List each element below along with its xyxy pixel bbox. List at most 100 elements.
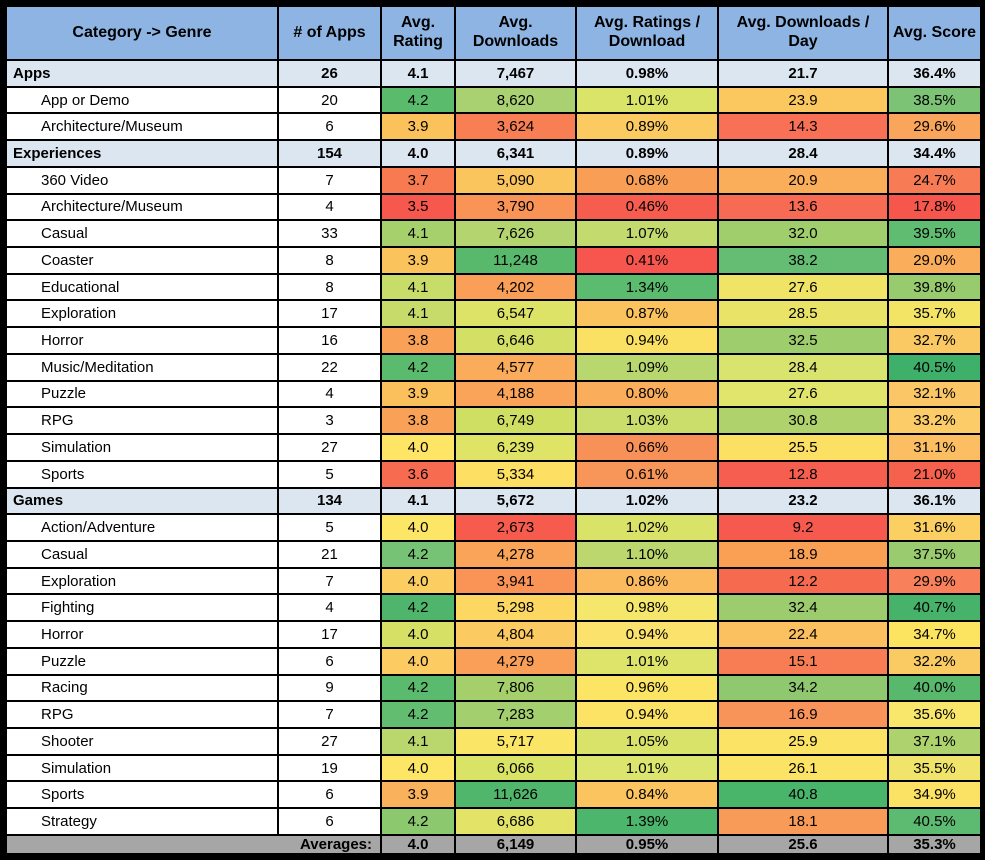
genre-name-cell: Horror [5,620,279,649]
genre-name-cell: Architecture/Museum [5,192,279,222]
ratio-cell: 0.98% [575,59,719,88]
ratio-cell: 0.61% [575,459,719,489]
score-cell: 40.7% [887,593,982,623]
perday-cell: 27.6 [717,272,889,302]
apps-cell: 6 [277,780,382,810]
downloads-cell: 11,626 [454,780,577,810]
perday-cell: 32.4 [717,593,889,623]
apps-cell: 26 [277,59,382,88]
genre-name-cell: Puzzle [5,379,279,409]
rating-cell: 4.2 [380,700,456,729]
downloads-cell: 7,467 [454,59,577,88]
apps-cell: 8 [277,246,382,275]
category-section-row: Games 134 4.1 5,672 1.02% 23.2 36.1% [5,486,982,516]
ratio-cell: 0.87% [575,299,719,329]
ratio-cell: 1.07% [575,219,719,249]
perday-cell: 18.9 [717,539,889,569]
score-cell: 34.9% [887,780,982,810]
ratio-cell: 1.01% [575,85,719,115]
ratio-cell: 0.41% [575,246,719,275]
perday-cell: 30.8 [717,406,889,436]
genre-row: 360 Video 7 3.7 5,090 0.68% 20.9 24.7% [5,165,982,195]
ratio-cell: 1.01% [575,646,719,676]
genre-name-cell: Sports [5,780,279,810]
perday-cell: 27.6 [717,379,889,409]
score-cell: 36.1% [887,486,982,516]
category-section-row: Experiences 154 4.0 6,341 0.89% 28.4 34.4% [5,139,982,168]
ratio-cell: 0.96% [575,673,719,703]
apps-cell: 134 [277,486,382,516]
perday-cell: 14.3 [717,112,889,142]
apps-cell: 4 [277,192,382,222]
score-cell: 32.2% [887,646,982,676]
apps-cell: 19 [277,753,382,783]
table-body: Apps 26 4.1 7,467 0.98% 21.7 36.4% App or Demo 2… [5,59,982,836]
apps-cell: 6 [277,646,382,676]
genre-row: Sports 6 3.9 11,626 0.84% 40.8 34.9% [5,780,982,810]
score-cell: 37.1% [887,726,982,756]
downloads-cell: 4,202 [454,272,577,302]
rating-cell: 3.8 [380,406,456,436]
rating-cell: 4.0 [380,753,456,783]
apps-cell: 27 [277,433,382,462]
perday-cell: 15.1 [717,646,889,676]
perday-cell: 38.2 [717,246,889,275]
score-cell: 31.6% [887,513,982,542]
rating-cell: 4.0 [380,566,456,596]
genre-row: RPG 7 4.2 7,283 0.94% 16.9 35.6% [5,700,982,729]
score-cell: 35.5% [887,753,982,783]
ratio-cell: 1.01% [575,753,719,783]
column-header-num-apps: # of Apps [277,5,382,61]
genre-name-cell: Strategy [5,807,279,836]
score-cell: 32.1% [887,379,982,409]
column-header-category: Category -> Genre [5,5,279,61]
downloads-cell: 4,278 [454,539,577,569]
genre-row: Puzzle 4 3.9 4,188 0.80% 27.6 32.1% [5,379,982,409]
downloads-cell: 3,624 [454,112,577,142]
apps-cell: 4 [277,379,382,409]
genre-row: App or Demo 20 4.2 8,620 1.01% 23.9 38.5% [5,85,982,115]
score-cell: 36.4% [887,59,982,88]
rating-cell: 4.1 [380,299,456,329]
genre-row: Fighting 4 4.2 5,298 0.98% 32.4 40.7% [5,593,982,623]
apps-cell: 27 [277,726,382,756]
apps-cell: 17 [277,620,382,649]
column-header-avg-ratings-per-download: Avg. Ratings / Download [575,5,719,61]
ratio-cell: 0.66% [575,433,719,462]
genre-name-cell: Exploration [5,299,279,329]
rating-cell: 3.9 [380,112,456,142]
downloads-cell: 5,717 [454,726,577,756]
ratio-cell: 0.89% [575,139,719,168]
rating-cell: 4.1 [380,726,456,756]
perday-cell: 25.9 [717,726,889,756]
perday-cell: 28.4 [717,139,889,168]
downloads-cell: 6,686 [454,807,577,836]
perday-cell: 12.8 [717,459,889,489]
rating-cell: 3.7 [380,165,456,195]
score-cell: 32.7% [887,326,982,355]
genre-name-cell: 360 Video [5,165,279,195]
perday-cell: 34.2 [717,673,889,703]
score-cell: 40.5% [887,352,982,382]
column-header-avg-downloads-per-day: Avg. Downloads / Day [717,5,889,61]
category-name-cell: Apps [5,59,279,88]
rating-cell: 3.8 [380,326,456,355]
downloads-cell: 5,334 [454,459,577,489]
apps-cell: 16 [277,326,382,355]
perday-cell: 18.1 [717,807,889,836]
category-name-cell: Experiences [5,139,279,168]
genre-name-cell: App or Demo [5,85,279,115]
perday-cell: 32.0 [717,219,889,249]
apps-cell: 9 [277,673,382,703]
downloads-cell: 5,090 [454,165,577,195]
score-cell: 35.7% [887,299,982,329]
downloads-cell: 2,673 [454,513,577,542]
apps-cell: 154 [277,139,382,168]
perday-cell: 23.9 [717,85,889,115]
downloads-cell: 6,547 [454,299,577,329]
ratio-cell: 0.84% [575,780,719,810]
score-cell: 31.1% [887,433,982,462]
genre-row: Simulation 19 4.0 6,066 1.01% 26.1 35.5% [5,753,982,783]
score-cell: 29.6% [887,112,982,142]
genre-name-cell: Simulation [5,753,279,783]
